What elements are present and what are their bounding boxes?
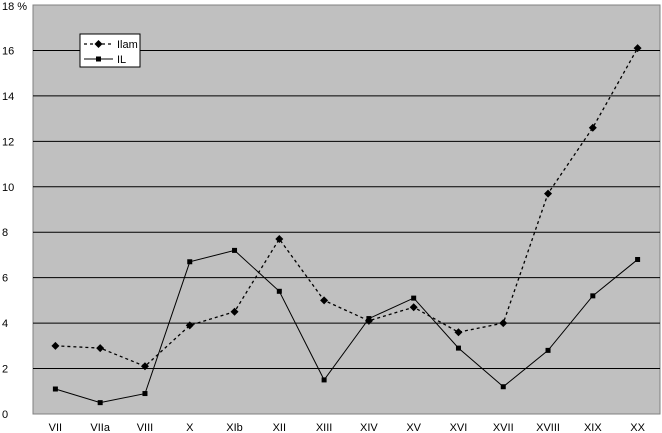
y-axis-ticks: 0 2 4 6 8 10 12 14 16 18 %: [2, 1, 27, 421]
series-line-il: [55, 249, 638, 404]
data-point-ilam: [588, 123, 597, 132]
legend-label-il: IL: [117, 54, 126, 66]
x-tick-label: XVI: [450, 422, 468, 433]
data-point-il: [52, 386, 58, 392]
legend-label-ilam: Ilam: [117, 39, 138, 51]
legend-marker-ilam: [94, 40, 103, 48]
x-tick-label: XX: [630, 422, 645, 433]
data-point-il: [321, 377, 327, 383]
y-tick-label: 10: [2, 182, 14, 194]
data-point-ilam: [454, 328, 463, 337]
series-line-ilam: [55, 47, 639, 368]
data-point-ilam: [51, 341, 60, 350]
x-tick-label: X: [186, 422, 194, 433]
data-point-ilam: [633, 44, 642, 53]
x-tick-label: XV: [406, 422, 421, 433]
data-point-ilam: [320, 296, 329, 305]
data-point-il: [545, 347, 551, 353]
data-point-il: [276, 288, 282, 294]
plot-area: [32, 4, 661, 415]
y-tick-label: 12: [2, 136, 14, 148]
x-tick-label: VII: [49, 422, 62, 433]
x-tick-label: XIV: [360, 422, 378, 433]
data-point-ilam: [499, 319, 508, 328]
series-group: [51, 44, 642, 406]
x-tick-label: VIIa: [90, 422, 110, 433]
data-point-il: [142, 391, 148, 397]
x-tick-label: XVIII: [536, 422, 560, 433]
legend-marker-il: [96, 56, 101, 62]
data-point-il: [411, 295, 417, 301]
gridlines: [33, 49, 660, 370]
data-point-ilam: [544, 189, 553, 198]
data-point-ilam: [96, 344, 105, 353]
data-point-ilam: [140, 362, 149, 371]
y-tick-label: 8: [2, 227, 8, 239]
data-point-ilam: [275, 235, 284, 244]
y-tick-label: 14: [2, 91, 14, 103]
y-tick-label: 4: [2, 318, 8, 330]
data-point-il: [590, 293, 596, 299]
y-tick-label: 16: [2, 45, 14, 57]
data-point-il: [232, 247, 238, 253]
y-tick-label: 18 %: [2, 1, 27, 13]
data-point-il: [455, 345, 461, 351]
data-point-il: [187, 259, 193, 265]
y-tick-label: 0: [2, 409, 8, 421]
data-point-il: [366, 316, 372, 322]
x-tick-label: XIb: [226, 422, 243, 433]
data-point-ilam: [409, 303, 418, 312]
data-point-il: [500, 384, 506, 390]
y-tick-label: 2: [2, 364, 8, 376]
legend-box: [79, 33, 141, 68]
x-tick-label: XVII: [493, 422, 514, 433]
data-point-ilam: [185, 321, 194, 330]
x-tick-label: XIII: [316, 422, 333, 433]
data-point-il: [97, 400, 103, 406]
x-tick-label: XIX: [584, 422, 602, 433]
x-axis-ticks: VII VIIa VIII X XIb XII XIII XIV XV XVI XVII XVIII X…: [49, 422, 646, 433]
legend: Ilam IL: [79, 33, 141, 68]
x-tick-label: VIII: [137, 422, 154, 433]
y-tick-label: 6: [2, 273, 8, 285]
x-tick-label: XII: [273, 422, 286, 433]
data-point-ilam: [230, 307, 239, 316]
data-point-il: [635, 256, 641, 262]
